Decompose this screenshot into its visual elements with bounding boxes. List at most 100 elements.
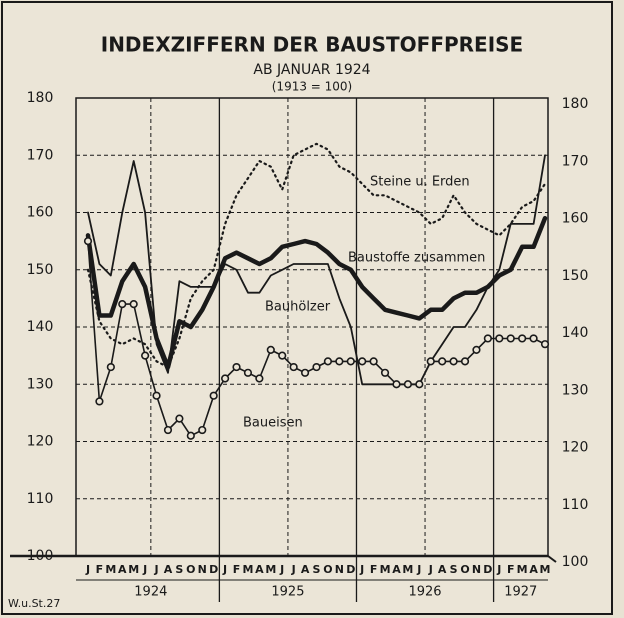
series-line [86,142,547,369]
x-tick-label: A [301,563,310,576]
data-point [335,357,344,366]
data-point [380,368,390,377]
x-tick-label: J [428,563,433,576]
series-label: Steine u. Erden [370,175,470,190]
data-point [255,374,264,383]
tick-mark [547,555,557,563]
x-tick-label: N [198,563,207,576]
x-tick-label: J [359,563,364,576]
y2-tick-label: 100 [562,554,589,570]
data-point [483,334,492,343]
year-label: 1925 [271,585,304,600]
series-line [87,154,546,386]
data-point [152,391,161,400]
x-tick-label: M [128,563,139,576]
data-point [300,368,310,377]
year-label: 1926 [408,585,441,600]
y2-tick-label: 110 [562,497,589,513]
year-label: 1924 [134,585,167,600]
y2-tick-label: 160 [562,211,589,227]
data-point [289,362,298,372]
data-point [460,357,470,366]
x-tick-label: A [529,563,538,576]
x-tick-label: S [313,563,321,576]
data-point [175,414,184,423]
data-point [278,351,287,360]
chart-title: INDEXZIFFERN DER BAUSTOFFPREISE [101,33,523,57]
x-tick-label: D [346,563,355,576]
y2-tick-label: 170 [562,153,589,169]
x-tick-label: A [255,563,264,576]
data-point [358,357,367,366]
data-point [346,357,355,366]
data-point [232,362,241,372]
data-point [266,345,275,355]
data-point [369,357,378,366]
data-point [243,368,253,377]
x-tick-label: N [472,563,481,576]
series-label: Baueisen [243,416,303,431]
x-tick-label: M [517,563,528,576]
data-point [221,374,230,383]
year-label: 1927 [504,585,537,600]
x-tick-label: D [209,563,218,576]
x-tick-label: O [186,563,195,576]
x-tick-label: J [154,563,159,576]
x-tick-label: J [496,563,501,576]
x-tick-label: O [323,563,332,576]
data-point [426,357,435,366]
data-point [106,362,115,372]
x-tick-label: A [392,563,401,576]
x-tick-label: M [105,563,116,576]
x-tick-label: S [450,563,458,576]
series-line [85,215,548,370]
x-tick-label: D [483,563,492,576]
x-tick-label: A [438,563,447,576]
x-tick-label: F [233,563,241,576]
data-point [323,357,333,366]
y2-tick-label: 120 [562,440,589,456]
y-tick-label: 130 [27,376,54,392]
data-point [129,300,138,309]
data-point [163,425,173,435]
data-point [529,334,538,343]
x-tick-label: F [507,563,515,576]
y-tick-label: 150 [27,262,54,278]
data-point [83,237,93,246]
frame [1,1,613,615]
x-tick-label: M [242,563,253,576]
x-tick-label: F [370,563,378,576]
x-tick-label: M [540,563,551,576]
y-tick-label: 110 [27,491,54,507]
series-label: Bauhölzer [265,300,331,315]
chart-subtitle: (1913 = 100) [272,80,353,94]
data-point [449,357,458,366]
x-tick-label: J [279,563,284,576]
data-point [392,380,401,389]
y2-tick-label: 130 [562,382,589,398]
data-point [403,380,413,389]
y2-tick-label: 150 [562,268,589,284]
x-tick-label: M [380,563,391,576]
x-tick-label: J [416,563,421,576]
y-tick-label: 170 [27,147,54,163]
data-point [141,351,150,360]
data-point [472,345,481,355]
data-point [506,334,515,343]
x-tick-label: J [222,563,227,576]
x-tick-label: J [142,563,147,576]
x-tick-label: S [175,563,183,576]
x-tick-label: O [460,563,469,576]
data-point [209,391,218,400]
x-tick-label: J [291,563,296,576]
y-tick-label: 180 [27,90,54,106]
y-tick-label: 160 [27,205,54,221]
data-point [540,340,550,349]
data-point [118,300,127,309]
data-point [186,431,195,440]
series-label: Baustoffe zusammen [348,251,485,266]
y2-tick-label: 140 [562,325,589,341]
x-tick-label: J [85,563,90,576]
source-note: W.u.St.27 [8,597,60,610]
